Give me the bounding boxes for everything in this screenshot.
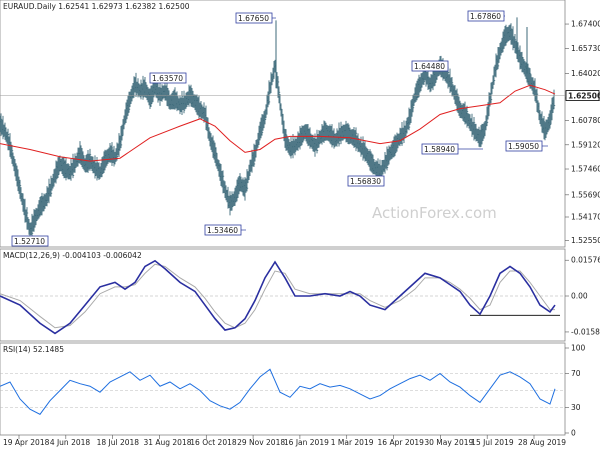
- x-tick-label: 28 Aug 2019: [518, 438, 566, 447]
- rsi-y-tick-label: 0: [571, 429, 576, 438]
- callout-label: 1.59050: [508, 142, 539, 151]
- rsi-y-tick-label: 100: [571, 344, 586, 353]
- callout-label: 1.56830: [350, 177, 381, 186]
- rsi-header: RSI(14) 52.1485: [3, 345, 64, 354]
- callout-box: [149, 72, 187, 84]
- price-y-tick-label: 1.57460: [571, 165, 600, 174]
- price-y-tick-label: 1.59120: [571, 140, 600, 149]
- price-grid: [565, 23, 569, 241]
- price-y-tick-label: 1.52550: [571, 236, 600, 245]
- x-tick-label: 16 Apr 2019: [378, 438, 425, 447]
- x-tick-label: 1 Mar 2019: [331, 438, 374, 447]
- price-callouts: 1.52710 1.63570 1.67650 1.53460 1.56830 1.644…: [11, 10, 548, 247]
- price-y-tick-label: 1.54170: [571, 212, 600, 221]
- x-tick-label: 29 Nov 2018: [237, 438, 285, 447]
- x-tick-label: 15 Jul 2019: [471, 438, 514, 447]
- moving-average-line: [0, 84, 556, 162]
- rsi-panel: RSI(14) 52.1485 100 70 30 0: [0, 342, 586, 438]
- x-tick-label: 18 Jul 2018: [97, 438, 140, 447]
- x-tick-label: 30 May 2019: [424, 438, 473, 447]
- macd-y-tick-label: 0.00: [571, 292, 588, 301]
- callout-label: 1.67650: [238, 14, 269, 23]
- last-price-marker: 1.62500: [0, 90, 600, 101]
- callout-label: 1.67860: [470, 12, 501, 21]
- rsi-grid: [0, 347, 569, 434]
- callout-box: [11, 235, 49, 247]
- price-y-tick-label: 1.55690: [571, 190, 600, 199]
- x-tick-label: 4 Jun 2018: [50, 438, 91, 447]
- macd-panel: MACD(12,26,9) -0.004103 -0.006042 0.0157…: [0, 248, 600, 342]
- callout-label: 1.64480: [414, 62, 445, 71]
- callout-box: [235, 12, 273, 24]
- rsi-y-tick-labels: 100 70 30 0: [571, 344, 586, 438]
- callout-box: [467, 10, 505, 22]
- macd-line: [0, 259, 556, 335]
- macd-signal-line: [0, 263, 555, 329]
- price-y-tick-label: 1.64020: [571, 69, 600, 78]
- rsi-series: [0, 368, 556, 415]
- callout-label: 1.52710: [14, 237, 45, 246]
- macd-header: MACD(12,26,9) -0.004103 -0.006042: [3, 251, 142, 260]
- x-tick-label: 31 Aug 2018: [143, 438, 191, 447]
- callout-box: [421, 143, 459, 155]
- price-header: EURAUD.Daily 1.62541 1.62973 1.62382 1.6…: [3, 2, 190, 11]
- callout-box: [505, 140, 543, 152]
- callout-box: [411, 60, 449, 72]
- macd-y-tick-labels: 0.015762 0.00 -0.015834: [571, 256, 600, 337]
- macd-grid: [0, 259, 569, 333]
- rsi-y-tick-label: 70: [571, 369, 581, 378]
- last-price-label: 1.62500: [568, 92, 600, 101]
- callout-label: 1.58940: [424, 145, 455, 154]
- rsi-panel-frame: [0, 342, 566, 436]
- watermark: ActionForex.com: [372, 204, 497, 222]
- macd-series: [0, 259, 560, 335]
- last-price-box: [565, 90, 600, 101]
- callout-label: 1.63570: [152, 74, 183, 83]
- x-tick-label: 19 Apr 2018: [3, 438, 50, 447]
- macd-panel-frame: [0, 248, 566, 342]
- macd-y-tick-label: 0.015762: [571, 256, 600, 265]
- rsi-y-tick-label: 30: [571, 403, 581, 412]
- price-y-tick-label: 1.60780: [571, 116, 600, 125]
- rsi-line: [0, 368, 556, 415]
- callout-box: [347, 175, 385, 187]
- macd-y-tick-label: -0.015834: [571, 327, 600, 336]
- price-panel: EURAUD.Daily 1.62541 1.62973 1.62382 1.6…: [0, 0, 600, 248]
- callout-box: [204, 224, 242, 236]
- price-y-tick-label: 1.65730: [571, 44, 600, 53]
- price-y-tick-labels: 1.674001.657301.640201.623301.607801.591…: [571, 20, 600, 246]
- callout-label: 1.53460: [207, 226, 238, 235]
- x-tick-label: 16 Jan 2019: [284, 438, 329, 447]
- x-axis: 19 Apr 2018 4 Jun 2018 18 Jul 2018 31 Aug 2…: [3, 435, 566, 447]
- price-y-tick-label: 1.67400: [571, 20, 600, 29]
- x-tick-label: 16 Oct 2018: [190, 438, 237, 447]
